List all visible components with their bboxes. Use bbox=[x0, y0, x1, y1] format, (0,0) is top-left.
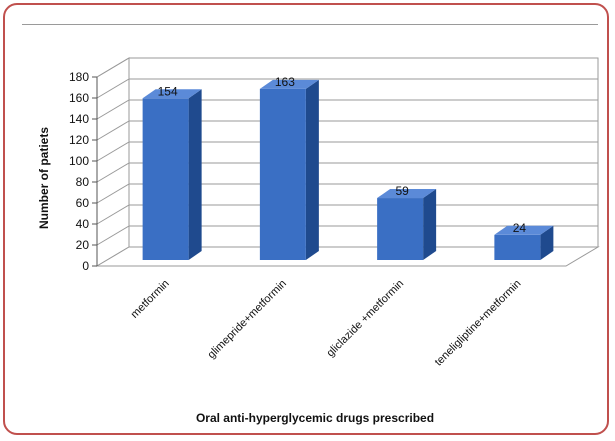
bar-side bbox=[188, 89, 202, 260]
bars bbox=[142, 79, 554, 260]
bar-side bbox=[305, 79, 319, 260]
side-wall bbox=[96, 57, 130, 267]
bar bbox=[377, 189, 437, 260]
bar-side bbox=[423, 189, 437, 260]
bar-top bbox=[259, 79, 319, 89]
x-axis-label: Oral anti-hyperglycemic drugs prescribed bbox=[196, 411, 434, 425]
y-tick-label: 0 bbox=[82, 259, 89, 273]
gridline-side bbox=[96, 204, 130, 225]
y-tick-labels: 0 20 40 60 80 100 120 140 160 180 bbox=[69, 70, 89, 273]
y-tick-label: 140 bbox=[69, 112, 89, 126]
y-tick-label: 80 bbox=[76, 175, 90, 189]
y-tick-label: 100 bbox=[69, 154, 89, 168]
y-tick-label: 120 bbox=[69, 133, 89, 147]
top-divider bbox=[22, 24, 598, 25]
y-tick-label: 20 bbox=[76, 238, 90, 252]
category-label: teneligliptine+metformin bbox=[433, 278, 524, 369]
bar-front bbox=[494, 234, 541, 260]
floor bbox=[95, 246, 600, 267]
bar-top bbox=[494, 225, 554, 235]
gridline-side bbox=[96, 99, 130, 120]
gridline-side bbox=[96, 162, 130, 183]
bar-side bbox=[540, 225, 554, 260]
gridline-side bbox=[96, 225, 130, 246]
y-tick-label: 40 bbox=[76, 217, 90, 231]
y-tick-label: 180 bbox=[69, 70, 89, 84]
gridline-side bbox=[96, 120, 130, 141]
bar bbox=[142, 89, 202, 260]
data-labels: 154 163 59 24 bbox=[158, 75, 527, 235]
bar bbox=[259, 79, 319, 260]
gridline-side bbox=[96, 183, 130, 204]
gridline-side bbox=[96, 78, 130, 99]
gridline-side bbox=[96, 141, 130, 162]
y-tick-label: 60 bbox=[76, 196, 90, 210]
bar-top bbox=[377, 189, 437, 199]
bar-top bbox=[142, 89, 202, 99]
y-tick-label: 160 bbox=[69, 91, 89, 105]
bar bbox=[494, 225, 554, 260]
bar-front bbox=[142, 98, 189, 260]
gridlines bbox=[92, 57, 598, 267]
category-labels: metformin glimepride+metformin gliclazide … bbox=[129, 278, 524, 369]
chart-walls bbox=[95, 57, 600, 267]
data-label: 154 bbox=[158, 84, 178, 98]
y-axis-label: Number of patiets bbox=[37, 127, 51, 229]
data-label: 24 bbox=[513, 221, 527, 235]
data-label: 163 bbox=[275, 75, 295, 89]
data-label: 59 bbox=[395, 184, 409, 198]
category-label: metformin bbox=[129, 278, 172, 321]
category-label: glimepride+metformin bbox=[206, 278, 289, 361]
bar-front bbox=[377, 198, 424, 260]
gridline-side bbox=[96, 57, 130, 78]
category-label: gliclazide +metformin bbox=[324, 278, 406, 360]
bar-front bbox=[259, 88, 306, 260]
